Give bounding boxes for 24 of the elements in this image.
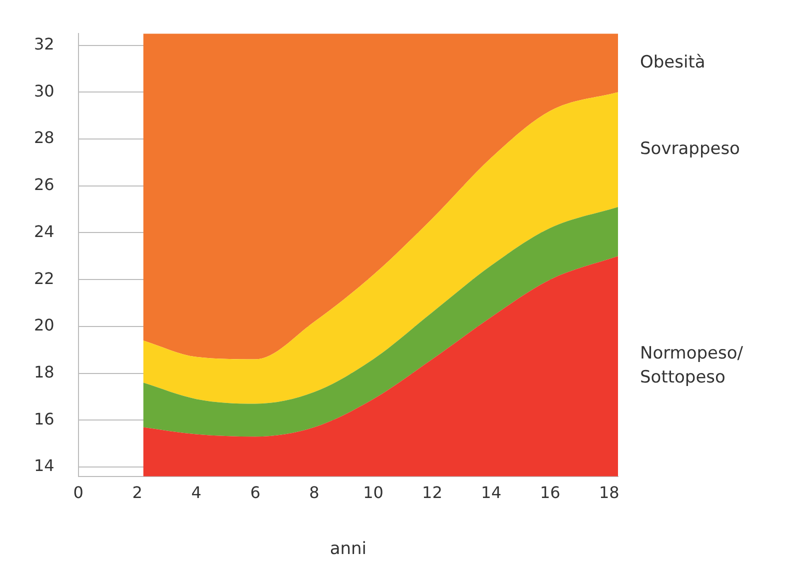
- x-tick-label: 18: [598, 483, 620, 502]
- series-label: Normopeso/Sottopeso: [640, 344, 744, 388]
- x-tick-label: 6: [250, 483, 260, 502]
- y-tick-label: 32: [34, 34, 54, 54]
- y-tick-label: 30: [34, 81, 54, 100]
- series-label: Obesità: [640, 52, 706, 72]
- x-tick-label: 2: [132, 483, 142, 502]
- x-tick-label: 14: [481, 483, 502, 502]
- y-tick-label: 18: [34, 362, 54, 382]
- x-tick-label: 16: [540, 483, 560, 502]
- x-tick-label: 8: [309, 483, 320, 502]
- x-tick-label: 12: [422, 483, 442, 502]
- y-tick-label: 16: [34, 409, 54, 428]
- x-axis-title: anni: [330, 539, 367, 560]
- x-tick-label: 0: [73, 483, 84, 502]
- y-tick-label: 20: [34, 316, 54, 335]
- y-tick-label: 28: [34, 128, 54, 148]
- x-tick-label: 10: [363, 483, 384, 502]
- y-tick-label: 24: [34, 222, 54, 241]
- y-tick-label: 14: [34, 456, 54, 476]
- x-tick-label: 4: [191, 483, 202, 502]
- y-tick-label: 22: [34, 268, 54, 288]
- y-tick-label: 26: [34, 175, 54, 194]
- series-label: Sovrappeso: [640, 138, 740, 159]
